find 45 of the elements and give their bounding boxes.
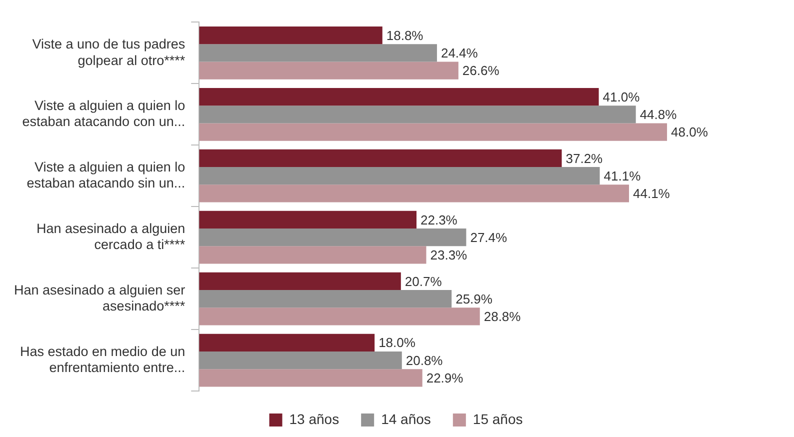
bar [199,351,402,370]
data-label: 48.0% [671,124,708,140]
y-tick-label: Han asesinado a alguien ser asesinado**** [14,282,186,314]
legend-label: 15 años [472,410,523,427]
data-label: 22.3% [420,212,458,228]
y-tick-label: Viste a uno de tus padres golpear al otro**** [32,36,186,68]
bar [199,228,466,246]
bar [199,44,437,62]
data-label: 28.8% [484,309,522,324]
data-label: 18.0% [378,335,416,350]
data-label: 20.7% [404,274,442,289]
bar [199,184,630,202]
bar [199,106,636,124]
bar [199,26,382,44]
bar [199,290,452,308]
bar [199,123,668,141]
y-tick-label: Viste a alguien a quien lo estaban atacando con un... [22,98,186,130]
data-label: 37.2% [566,150,604,166]
bar [199,149,562,168]
bar [199,369,422,387]
bar [199,246,426,264]
data-label: 24.4% [440,46,478,61]
legend-label: 14 años [381,410,431,427]
bar [199,167,600,185]
y-tick-label: Han asesinado a alguien cercado a ti**** [36,220,186,252]
bar [199,210,416,229]
data-label: 44.8% [640,106,678,122]
data-label: 41.1% [604,168,642,184]
bar [199,272,401,290]
data-label: 44.1% [633,186,670,202]
data-label: 27.4% [470,230,508,245]
data-label: 25.9% [456,291,493,306]
legend-label: 13 años [289,410,340,427]
data-label: 20.8% [406,352,444,368]
bar [199,62,458,80]
bar [199,334,375,352]
y-tick-label: Viste a alguien a quien lo estaban atacando sin un... [26,159,186,191]
data-label: 23.3% [430,248,468,263]
data-label: 18.8% [386,28,424,43]
bar [199,308,480,326]
data-label: 41.0% [602,89,640,104]
bar [199,88,599,106]
y-tick-label: Has estado en medio de un enfrentamiento entre... [20,344,186,376]
data-label: 22.9% [426,370,464,386]
data-label: 26.6% [462,63,500,78]
